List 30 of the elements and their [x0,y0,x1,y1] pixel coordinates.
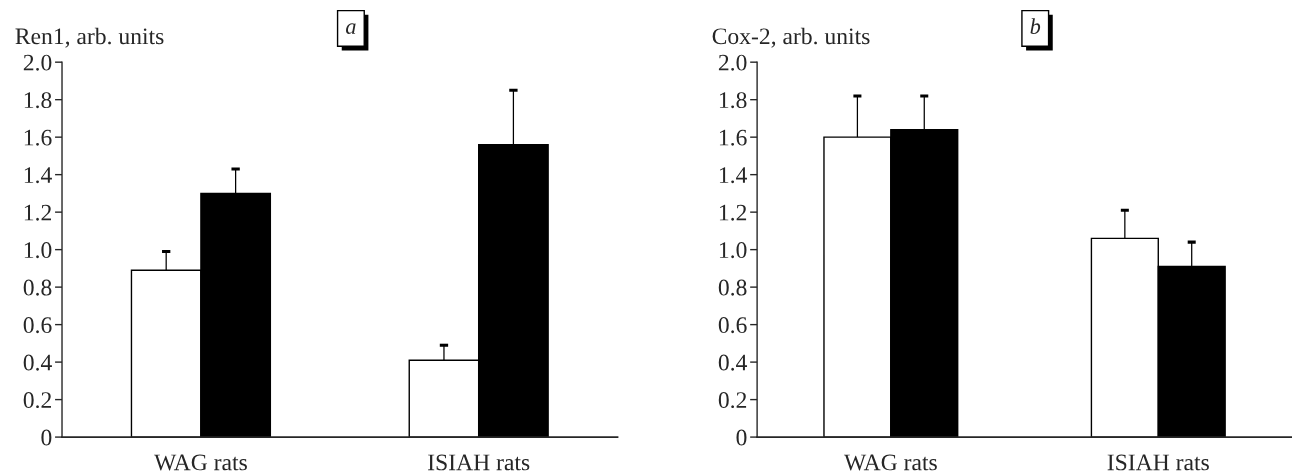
x-tick-label: WAG rats [843,454,937,471]
y-tick-label: 0.6 [718,317,747,334]
y-tick-label: 2.0 [23,54,52,71]
y-tick-label: 1.2 [24,204,51,221]
y-tick-label: 0.4 [718,354,748,371]
x-tick-label: WAG rats [154,454,247,471]
y-tick-label: 1.2 [719,204,747,221]
y-tick-label: 0.6 [23,317,52,334]
y-tick-label: 0.2 [718,392,747,409]
y-axis-title: Ren1, arb. units [15,27,164,48]
y-tick-label: 0 [736,429,747,446]
y-tick-label: 1.0 [24,242,52,259]
y-tick-label: 0.8 [718,279,747,296]
chart-title: a [346,23,356,34]
y-tick-label: 0.2 [23,392,51,409]
y-tick-label: 0.4 [23,354,52,371]
y-tick-label: 1.6 [719,129,747,146]
chart-title: b [1030,18,1041,34]
y-tick-label: 1.6 [24,129,52,146]
y-tick-label: 1.0 [719,242,747,259]
y-tick-label: 1.4 [24,167,52,184]
y-tick-label: 0.8 [23,279,52,296]
y-axis-title: Cox-2, arb. units [712,27,870,48]
x-tick-label: ISIAH rats [428,454,530,471]
y-tick-label: 0 [41,429,52,446]
y-tick-label: 2.0 [718,54,747,71]
y-tick-label: 1.8 [719,92,747,109]
y-tick-label: 1.8 [24,92,52,109]
x-tick-label: ISIAH rats [1107,454,1209,471]
y-tick-label: 1.4 [719,167,748,184]
